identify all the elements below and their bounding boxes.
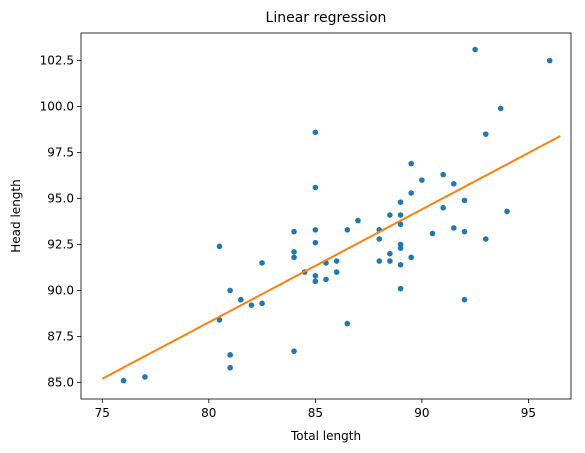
- scatter-point: [312, 272, 319, 279]
- scatter-point: [387, 258, 393, 264]
- scatter-point: [248, 302, 255, 309]
- scatter-point: [312, 278, 319, 285]
- y-tick-label: 87.5: [47, 329, 74, 343]
- scatter-point: [397, 199, 404, 206]
- scatter-point: [387, 250, 393, 257]
- scatter-point: [461, 296, 468, 303]
- x-tick-label: 85: [308, 406, 323, 420]
- scatter-point: [376, 258, 383, 264]
- x-axis-ticks: 75 80 85 90 95: [95, 399, 536, 420]
- scatter-point: [546, 57, 553, 64]
- y-axis-label: Head length: [9, 179, 23, 252]
- y-tick-label: 97.5: [47, 146, 74, 160]
- scatter-point: [451, 181, 457, 187]
- scatter-point: [397, 221, 404, 228]
- y-tick-label: 85.0: [47, 375, 74, 389]
- scatter-point: [344, 320, 351, 327]
- plot-frame: [80, 32, 572, 400]
- x-tick-label: 95: [521, 406, 536, 420]
- scatter-point: [429, 230, 436, 237]
- scatter-point: [227, 364, 233, 371]
- y-tick-label: 90.0: [47, 283, 74, 297]
- scatter-point: [120, 377, 127, 384]
- scatter-point: [440, 171, 446, 178]
- scatter-point: [312, 129, 319, 136]
- scatter-point: [397, 261, 404, 268]
- x-tick-label: 80: [201, 406, 216, 420]
- data-layer: [101, 46, 561, 384]
- scatter-point: [440, 204, 446, 211]
- scatter-point: [408, 160, 415, 167]
- scatter-point: [376, 236, 383, 242]
- scatter-point: [259, 260, 265, 266]
- scatter-point: [482, 236, 489, 242]
- scatter-point: [216, 243, 223, 250]
- scatter-point: [312, 184, 319, 191]
- scatter-point: [291, 348, 297, 354]
- scatter-point: [387, 212, 393, 218]
- scatter-point: [344, 226, 351, 233]
- scatter-point: [291, 228, 297, 235]
- scatter-point: [451, 225, 457, 231]
- scatter-point: [397, 212, 404, 218]
- scatter-point: [419, 177, 425, 183]
- scatter-point: [408, 190, 415, 196]
- scatter-point: [482, 131, 489, 137]
- y-tick-label: 95.0: [47, 192, 74, 206]
- scatter-point: [227, 287, 233, 294]
- plot-area: [81, 33, 571, 399]
- x-axis-label: Total length: [290, 429, 361, 443]
- scatter-point: [497, 105, 504, 112]
- scatter-point: [397, 285, 404, 292]
- scatter-point: [312, 239, 319, 246]
- scatter-point: [408, 254, 415, 261]
- scatter-point: [323, 276, 329, 283]
- scatter-point: [291, 254, 297, 261]
- scatter-point: [237, 296, 244, 303]
- x-tick-label: 75: [95, 406, 110, 420]
- regression-line: [101, 135, 561, 380]
- scatter-point: [504, 208, 510, 215]
- scatter-point: [142, 374, 148, 380]
- scatter-point: [312, 226, 319, 233]
- scatter-point: [355, 217, 361, 224]
- y-axis-ticks: 85.0 87.5 90.0 92.5 95.0 97.5 100.0 102.5: [40, 54, 81, 389]
- chart-title: Linear regression: [266, 10, 387, 26]
- y-tick-label: 92.5: [47, 238, 74, 252]
- scatter-point: [461, 228, 468, 235]
- y-tick-label: 102.5: [40, 54, 74, 68]
- scatter-point: [227, 352, 233, 358]
- scatter-point: [333, 269, 340, 275]
- scatter-point: [333, 258, 340, 264]
- x-tick-label: 90: [414, 406, 429, 420]
- y-tick-label: 100.0: [40, 100, 74, 114]
- scatter-point: [472, 46, 478, 53]
- scatter-point: [461, 197, 468, 204]
- scatter-point: [259, 300, 265, 307]
- scatter-point: [291, 249, 297, 255]
- scatter-point: [397, 245, 404, 251]
